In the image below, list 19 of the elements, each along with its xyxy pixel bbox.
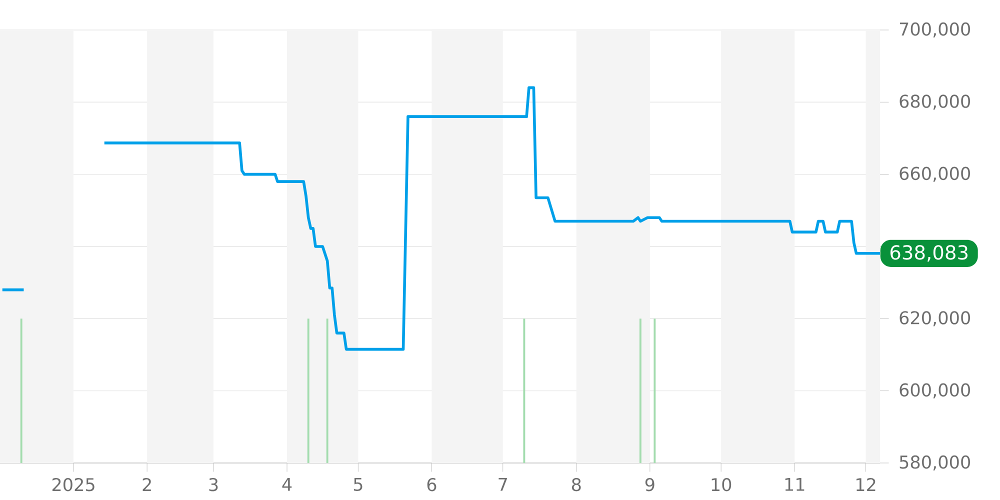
y-tick-label: 620,000 xyxy=(900,311,970,326)
x-tick-label: 2 xyxy=(142,478,151,492)
y-tick-label: 580,000 xyxy=(900,455,970,471)
y-tick-label: 680,000 xyxy=(900,94,970,110)
y-tick-label: 660,000 xyxy=(900,166,970,182)
x-tick-label: 11 xyxy=(785,478,804,491)
x-tick-label: 2025 xyxy=(52,478,94,492)
x-tick-label: 12 xyxy=(856,478,876,492)
x-tick-label: 5 xyxy=(354,478,362,492)
x-tick-label: 8 xyxy=(572,478,581,492)
annotation: 638,083 xyxy=(890,245,968,262)
x-tick-label: 10 xyxy=(712,478,732,492)
x-tick-label: 3 xyxy=(209,478,218,492)
x-tick-label: 4 xyxy=(282,478,292,491)
x-tick-label: 6 xyxy=(427,478,436,492)
y-tick-label: 700,000 xyxy=(900,22,970,38)
y-tick-label: 600,000 xyxy=(900,383,970,398)
x-tick-label: 7 xyxy=(498,478,507,491)
x-tick-label: 9 xyxy=(645,478,654,492)
